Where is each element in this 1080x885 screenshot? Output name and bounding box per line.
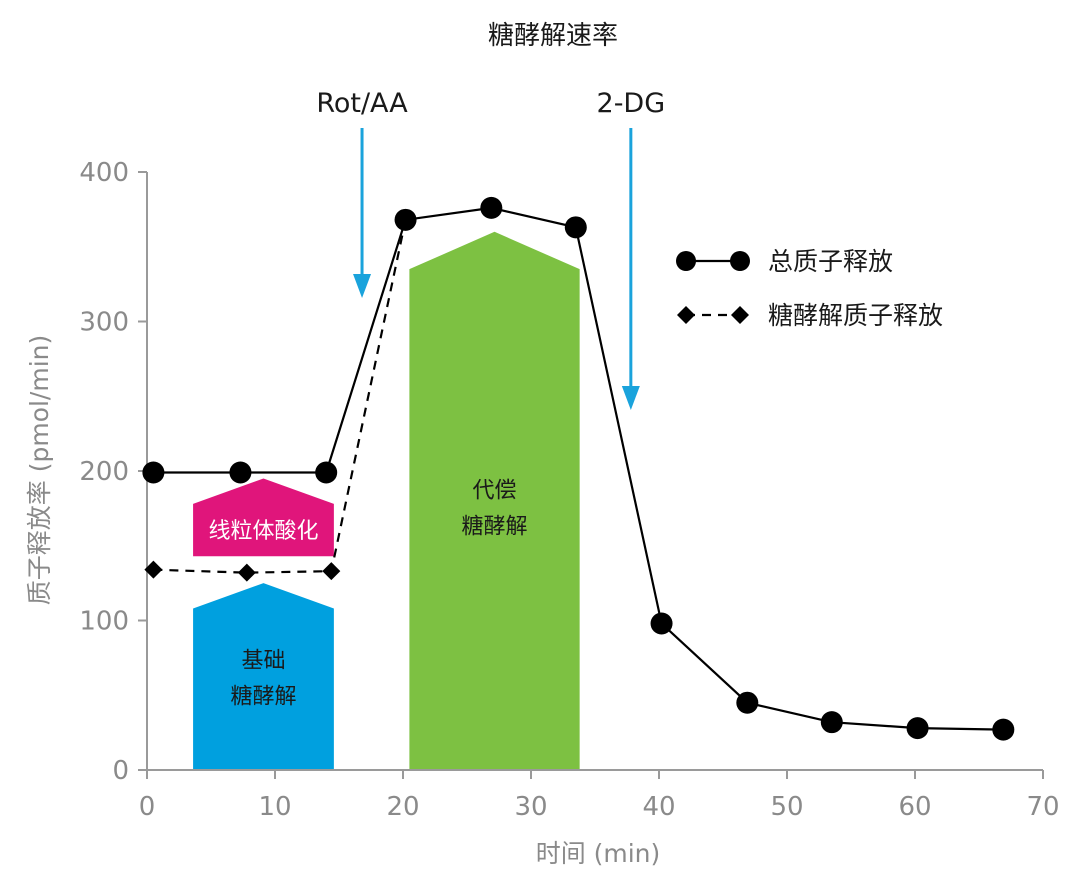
region-label-0-1: 糖酵解 <box>230 684 296 709</box>
glyco-proton-point <box>237 563 256 582</box>
total-proton-point <box>480 196 503 219</box>
y-tick-label: 300 <box>79 308 129 338</box>
chart-title: 糖酵解速率 <box>488 21 618 51</box>
region-label-2-0: 代偿 <box>473 479 517 504</box>
injection-arrow-head-0 <box>353 274 372 298</box>
x-tick-label: 70 <box>1026 792 1059 822</box>
total-proton-point <box>394 208 417 231</box>
glyco-proton-point <box>322 562 341 581</box>
legend-marker-0 <box>676 251 696 271</box>
y-tick-label: 400 <box>79 158 129 188</box>
total-proton-point <box>650 612 673 635</box>
series-layer <box>142 196 1015 741</box>
legend-entry-1: 糖酵解质子释放 <box>768 301 943 330</box>
total-proton-point <box>906 717 929 740</box>
y-tick-label: 0 <box>112 756 129 786</box>
legend-marker-1 <box>677 306 695 324</box>
total-proton-point <box>142 461 165 484</box>
y-tick-label: 200 <box>79 457 129 487</box>
x-tick-label: 10 <box>258 792 291 822</box>
axes-layer: 0 100 200 300 400 0 10 20 30 40 50 60 70 <box>79 158 1059 822</box>
x-tick-label: 30 <box>514 792 547 822</box>
region-label-0-0: 基础 <box>241 648 285 673</box>
total-proton-point <box>229 461 252 484</box>
injection-annotations: Rot/AA 2-DG <box>316 88 665 410</box>
x-tick-label: 60 <box>898 792 931 822</box>
injection-label-1: 2-DG <box>597 88 666 119</box>
total-proton-point <box>736 691 759 714</box>
legend-marker-0 <box>730 251 750 271</box>
region-shape-0 <box>193 583 334 770</box>
y-axis-label: 质子释放率 (pmol/min) <box>25 335 54 605</box>
legend-marker-1 <box>731 306 749 324</box>
series-line-1 <box>153 219 407 574</box>
x-tick-label: 50 <box>770 792 803 822</box>
total-proton-point <box>315 461 338 484</box>
x-axis-label: 时间 (min) <box>536 839 661 868</box>
x-tick-label: 40 <box>642 792 675 822</box>
total-proton-point <box>820 711 843 734</box>
region-shape-1 <box>193 478 334 557</box>
region-label-2-1: 糖酵解 <box>462 515 528 540</box>
injection-label-0: Rot/AA <box>316 88 408 119</box>
injection-arrow-head-1 <box>621 386 640 410</box>
y-tick-label: 100 <box>79 607 129 637</box>
glyco-proton-point <box>144 560 163 579</box>
legend-entry-0: 总质子释放 <box>768 247 893 276</box>
x-tick-label: 20 <box>386 792 419 822</box>
region-label-1-0: 线粒体酸化 <box>208 519 318 544</box>
region-shape-2 <box>409 231 580 771</box>
total-proton-point <box>564 216 587 239</box>
total-proton-point <box>992 718 1015 741</box>
x-tick-label: 0 <box>139 792 156 822</box>
